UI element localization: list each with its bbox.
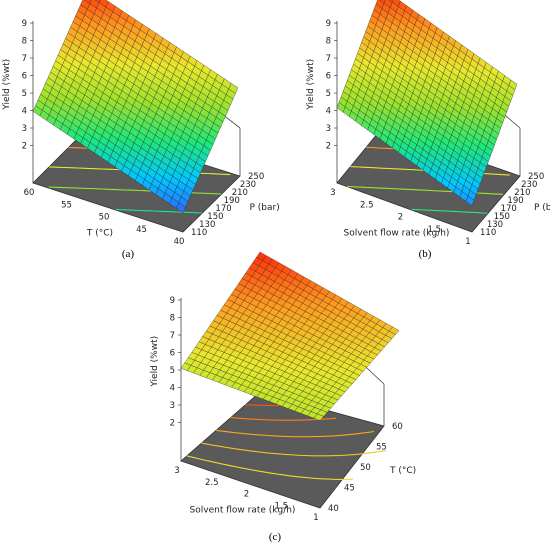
z-axis-label: Yield (%wt)	[2, 59, 12, 111]
y-tick-label: 50	[360, 463, 371, 473]
x-tick-label: 3	[330, 188, 335, 198]
y-tick-label: 45	[344, 484, 355, 494]
z-tick-label: 6	[326, 72, 331, 82]
floor-contour-line	[201, 442, 386, 457]
z-tick-label: 7	[326, 54, 331, 64]
y-tick-label: 190	[507, 196, 523, 206]
x-tick-label: 1	[465, 237, 470, 247]
y-tick-label: 55	[376, 443, 387, 453]
floor-contour-line	[115, 208, 203, 214]
floor-contour-line	[411, 208, 488, 214]
x-tick-label: 1	[313, 513, 318, 523]
y-tick-label: 170	[215, 204, 231, 214]
x-tick-label: 2.5	[205, 478, 219, 488]
y-tick-label: 130	[487, 220, 503, 230]
x-tick-label: 50	[99, 213, 110, 223]
x-tick-label: 45	[136, 225, 147, 235]
x-tick-label: 2	[244, 490, 249, 500]
z-tick-label: 4	[326, 107, 331, 117]
panel-label: (c)	[269, 531, 282, 543]
x-axis-label: Solvent flow rate (kg/h)	[344, 229, 450, 239]
z-tick-label: 5	[170, 366, 175, 376]
x-tick-label: 55	[61, 200, 72, 210]
floor-contour-line	[186, 455, 353, 480]
y-axis-label: P (bar)	[250, 203, 280, 213]
z-axis-label: Yield (%wt)	[150, 336, 160, 388]
y-tick-label: 60	[392, 422, 403, 432]
x-axis-label: T (°C)	[86, 229, 113, 239]
y-axis-label: T (°C)	[389, 466, 416, 476]
y-tick-label: 230	[521, 180, 537, 190]
floor-contour-line	[48, 186, 222, 195]
x-tick-label: 2.5	[360, 200, 374, 210]
panel-label: (a)	[122, 248, 135, 260]
x-tick-label: 40	[174, 237, 185, 247]
x-tick-label: 3	[174, 466, 179, 476]
z-tick-label: 9	[326, 19, 331, 29]
x-tick-label: 2	[398, 213, 403, 223]
z-tick-label: 9	[22, 19, 27, 29]
z-tick-label: 4	[22, 107, 27, 117]
z-tick-label: 4	[170, 384, 175, 394]
floor-contour-line	[230, 417, 337, 421]
z-tick-label: 3	[326, 124, 331, 134]
z-tick-label: 3	[170, 401, 175, 411]
y-tick-label: 150	[207, 212, 223, 222]
z-tick-label: 8	[22, 37, 27, 47]
y-tick-label: 210	[232, 188, 248, 198]
surface-cell	[175, 202, 186, 214]
z-tick-label: 8	[170, 314, 175, 324]
floor-contour-line	[347, 185, 503, 195]
z-tick-label: 9	[170, 296, 175, 306]
z-axis-label: Yield (%wt)	[306, 59, 316, 111]
panel-label: (b)	[419, 248, 432, 260]
y-axis-label: P (bar)	[534, 203, 550, 213]
x-tick-label: 60	[24, 188, 35, 198]
x-axis-label: Solvent flow rate (kg/h)	[190, 506, 296, 516]
y-tick-label: 230	[240, 180, 256, 190]
panel-a: 2345678960555045401101301501701902102302…	[2, 0, 280, 260]
floor-contour-line	[216, 429, 374, 438]
y-tick-label: 110	[480, 228, 496, 238]
z-tick-label: 5	[22, 89, 27, 99]
surface-cell	[465, 195, 475, 207]
x-tick-label: 1.5	[274, 501, 288, 511]
contour-floor	[336, 127, 521, 233]
y-tick-label: 250	[528, 172, 544, 182]
z-tick-label: 7	[22, 54, 27, 64]
surface-cell	[313, 413, 324, 421]
y-tick-label: 110	[191, 228, 207, 238]
z-tick-label: 8	[326, 37, 331, 47]
z-tick-label: 6	[170, 349, 175, 359]
z-tick-label: 2	[22, 142, 27, 152]
z-tick-label: 7	[170, 331, 175, 341]
z-tick-label: 2	[326, 142, 331, 152]
y-tick-label: 150	[494, 212, 510, 222]
y-tick-label: 130	[199, 220, 215, 230]
y-tick-label: 40	[328, 504, 339, 514]
z-tick-label: 2	[170, 419, 175, 429]
y-tick-label: 170	[501, 204, 517, 214]
y-tick-label: 250	[248, 172, 264, 182]
z-tick-label: 3	[22, 124, 27, 134]
x-tick-label: 1.5	[427, 225, 441, 235]
y-tick-label: 210	[514, 188, 530, 198]
z-tick-label: 6	[22, 72, 27, 82]
panel-b: 2 3 4 5 6 7 8 9 3 2.5 2 1.5 1 11013015017019021023025…	[306, 0, 550, 260]
z-tick-label: 5	[326, 89, 331, 99]
y-tick-label: 190	[224, 196, 240, 206]
